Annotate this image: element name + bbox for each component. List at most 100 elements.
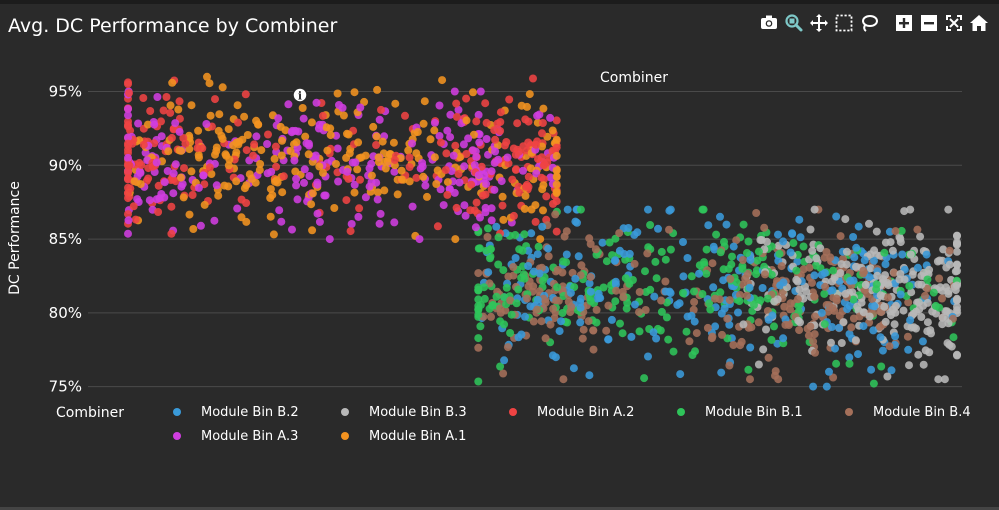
data-point[interactable] <box>923 327 932 336</box>
data-point[interactable] <box>539 104 548 113</box>
data-point[interactable] <box>124 229 132 238</box>
data-point[interactable] <box>459 140 468 149</box>
data-point[interactable] <box>277 151 286 160</box>
data-point[interactable] <box>498 201 507 210</box>
data-point[interactable] <box>563 318 572 327</box>
data-point[interactable] <box>552 135 561 144</box>
data-point[interactable] <box>775 249 784 258</box>
data-point[interactable] <box>793 295 802 304</box>
data-point[interactable] <box>541 334 550 343</box>
data-point[interactable] <box>514 285 523 294</box>
data-point[interactable] <box>867 365 876 374</box>
data-point[interactable] <box>768 311 777 320</box>
data-point[interactable] <box>738 264 747 273</box>
data-point[interactable] <box>923 298 932 307</box>
data-point[interactable] <box>786 305 794 314</box>
data-point[interactable] <box>318 111 327 120</box>
data-point[interactable] <box>278 188 287 197</box>
data-point[interactable] <box>633 228 642 237</box>
data-point[interactable] <box>849 233 858 241</box>
data-point[interactable] <box>703 323 712 332</box>
legend-item[interactable]: Module Bin A.1 <box>341 429 466 444</box>
data-point[interactable] <box>235 137 244 146</box>
data-point[interactable] <box>472 117 481 126</box>
data-point[interactable] <box>541 298 550 307</box>
data-point[interactable] <box>433 222 442 231</box>
data-point[interactable] <box>625 279 634 288</box>
data-point[interactable] <box>350 180 359 189</box>
data-point[interactable] <box>344 130 353 139</box>
data-point[interactable] <box>534 242 543 251</box>
data-point[interactable] <box>679 289 687 297</box>
data-point[interactable] <box>825 367 833 376</box>
data-point[interactable] <box>484 268 493 277</box>
data-point[interactable] <box>820 253 829 262</box>
data-point[interactable] <box>720 304 729 313</box>
data-point[interactable] <box>576 303 585 312</box>
data-point[interactable] <box>586 240 595 248</box>
data-point[interactable] <box>913 263 922 272</box>
data-point[interactable] <box>622 304 631 313</box>
data-point[interactable] <box>446 110 455 119</box>
data-point[interactable] <box>143 120 152 129</box>
data-point[interactable] <box>830 273 839 282</box>
data-point[interactable] <box>625 249 634 258</box>
data-point[interactable] <box>502 283 511 292</box>
data-point[interactable] <box>421 181 430 190</box>
data-point[interactable] <box>876 333 885 342</box>
data-point[interactable] <box>824 307 833 316</box>
data-point[interactable] <box>207 170 216 178</box>
data-point[interactable] <box>430 126 439 135</box>
data-point[interactable] <box>537 317 546 326</box>
data-point[interactable] <box>284 100 293 109</box>
data-point[interactable] <box>451 235 460 244</box>
data-point[interactable] <box>859 308 868 317</box>
data-point[interactable] <box>875 322 884 331</box>
data-point[interactable] <box>692 329 701 338</box>
data-point[interactable] <box>870 302 879 311</box>
data-point[interactable] <box>452 112 461 121</box>
data-point[interactable] <box>354 212 363 221</box>
data-point[interactable] <box>390 156 399 164</box>
data-point[interactable] <box>476 322 485 331</box>
data-point[interactable] <box>481 99 490 108</box>
data-point[interactable] <box>486 254 494 263</box>
data-point[interactable] <box>552 189 561 197</box>
data-point[interactable] <box>599 283 608 292</box>
data-point[interactable] <box>729 341 738 349</box>
data-point[interactable] <box>854 350 862 359</box>
data-point[interactable] <box>381 164 390 173</box>
data-point[interactable] <box>612 286 621 295</box>
data-point[interactable] <box>644 243 653 252</box>
data-point[interactable] <box>474 171 483 180</box>
data-point[interactable] <box>243 131 252 139</box>
data-point[interactable] <box>661 255 670 264</box>
data-point[interactable] <box>835 323 844 332</box>
data-point[interactable] <box>900 275 909 284</box>
data-point[interactable] <box>188 191 197 199</box>
data-point[interactable] <box>906 205 915 214</box>
data-point[interactable] <box>474 110 483 119</box>
data-point[interactable] <box>269 230 278 239</box>
data-point[interactable] <box>552 143 561 152</box>
data-point[interactable] <box>691 347 699 356</box>
data-point[interactable] <box>124 210 132 219</box>
data-point[interactable] <box>372 141 381 149</box>
data-point[interactable] <box>754 360 763 369</box>
data-point[interactable] <box>491 147 500 156</box>
data-point[interactable] <box>373 85 382 94</box>
data-point[interactable] <box>913 225 922 234</box>
data-point[interactable] <box>168 78 177 87</box>
data-point[interactable] <box>531 140 540 149</box>
data-point[interactable] <box>442 149 451 158</box>
data-point[interactable] <box>451 141 460 150</box>
data-point[interactable] <box>466 206 475 215</box>
data-point[interactable] <box>835 311 844 320</box>
data-point[interactable] <box>300 178 308 187</box>
data-point[interactable] <box>256 160 265 168</box>
data-point[interactable] <box>779 278 788 287</box>
data-point[interactable] <box>499 215 508 224</box>
data-point[interactable] <box>404 146 413 155</box>
data-point[interactable] <box>257 146 266 155</box>
data-point[interactable] <box>277 217 286 226</box>
